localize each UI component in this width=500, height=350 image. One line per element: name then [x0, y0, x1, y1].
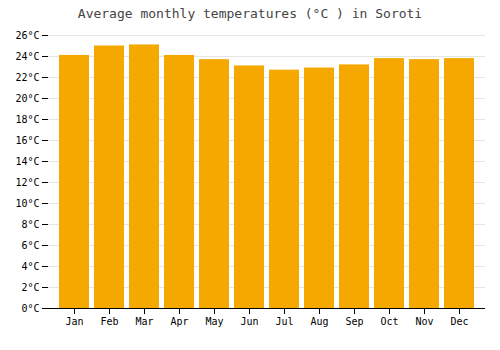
svg-text:Nov: Nov [415, 316, 433, 327]
svg-text:16°C: 16°C [15, 135, 39, 146]
svg-text:Jul: Jul [275, 316, 293, 327]
svg-text:Oct: Oct [380, 316, 398, 327]
svg-text:0°C: 0°C [21, 303, 39, 314]
svg-text:Aug: Aug [310, 316, 328, 327]
svg-text:Jun: Jun [240, 316, 258, 327]
svg-text:2°C: 2°C [21, 282, 39, 293]
svg-text:Jan: Jan [65, 316, 83, 327]
html-text:Average monthly temperatures (: Average monthly temperatures (°C ) in So… [77, 6, 423, 21]
svg-text:Sep: Sep [345, 316, 363, 327]
svg-text:10°C: 10°C [15, 198, 39, 209]
svg-text:18°C: 18°C [15, 114, 39, 125]
svg-text:4°C: 4°C [21, 261, 39, 272]
svg-text:20°C: 20°C [15, 93, 39, 104]
svg-text:12°C: 12°C [15, 177, 39, 188]
svg-text:6°C: 6°C [21, 240, 39, 251]
svg-text:Apr: Apr [170, 316, 188, 327]
svg-text:May: May [205, 316, 223, 327]
svg-text:8°C: 8°C [21, 219, 39, 230]
svg-text:26°C: 26°C [15, 30, 39, 41]
svg-text:24°C: 24°C [15, 51, 39, 62]
svg-text:14°C: 14°C [15, 156, 39, 167]
svg-text:Dec: Dec [450, 316, 468, 327]
svg-text:Feb: Feb [100, 316, 118, 327]
svg-text:Mar: Mar [135, 316, 153, 327]
svg-text:22°C: 22°C [15, 72, 39, 83]
